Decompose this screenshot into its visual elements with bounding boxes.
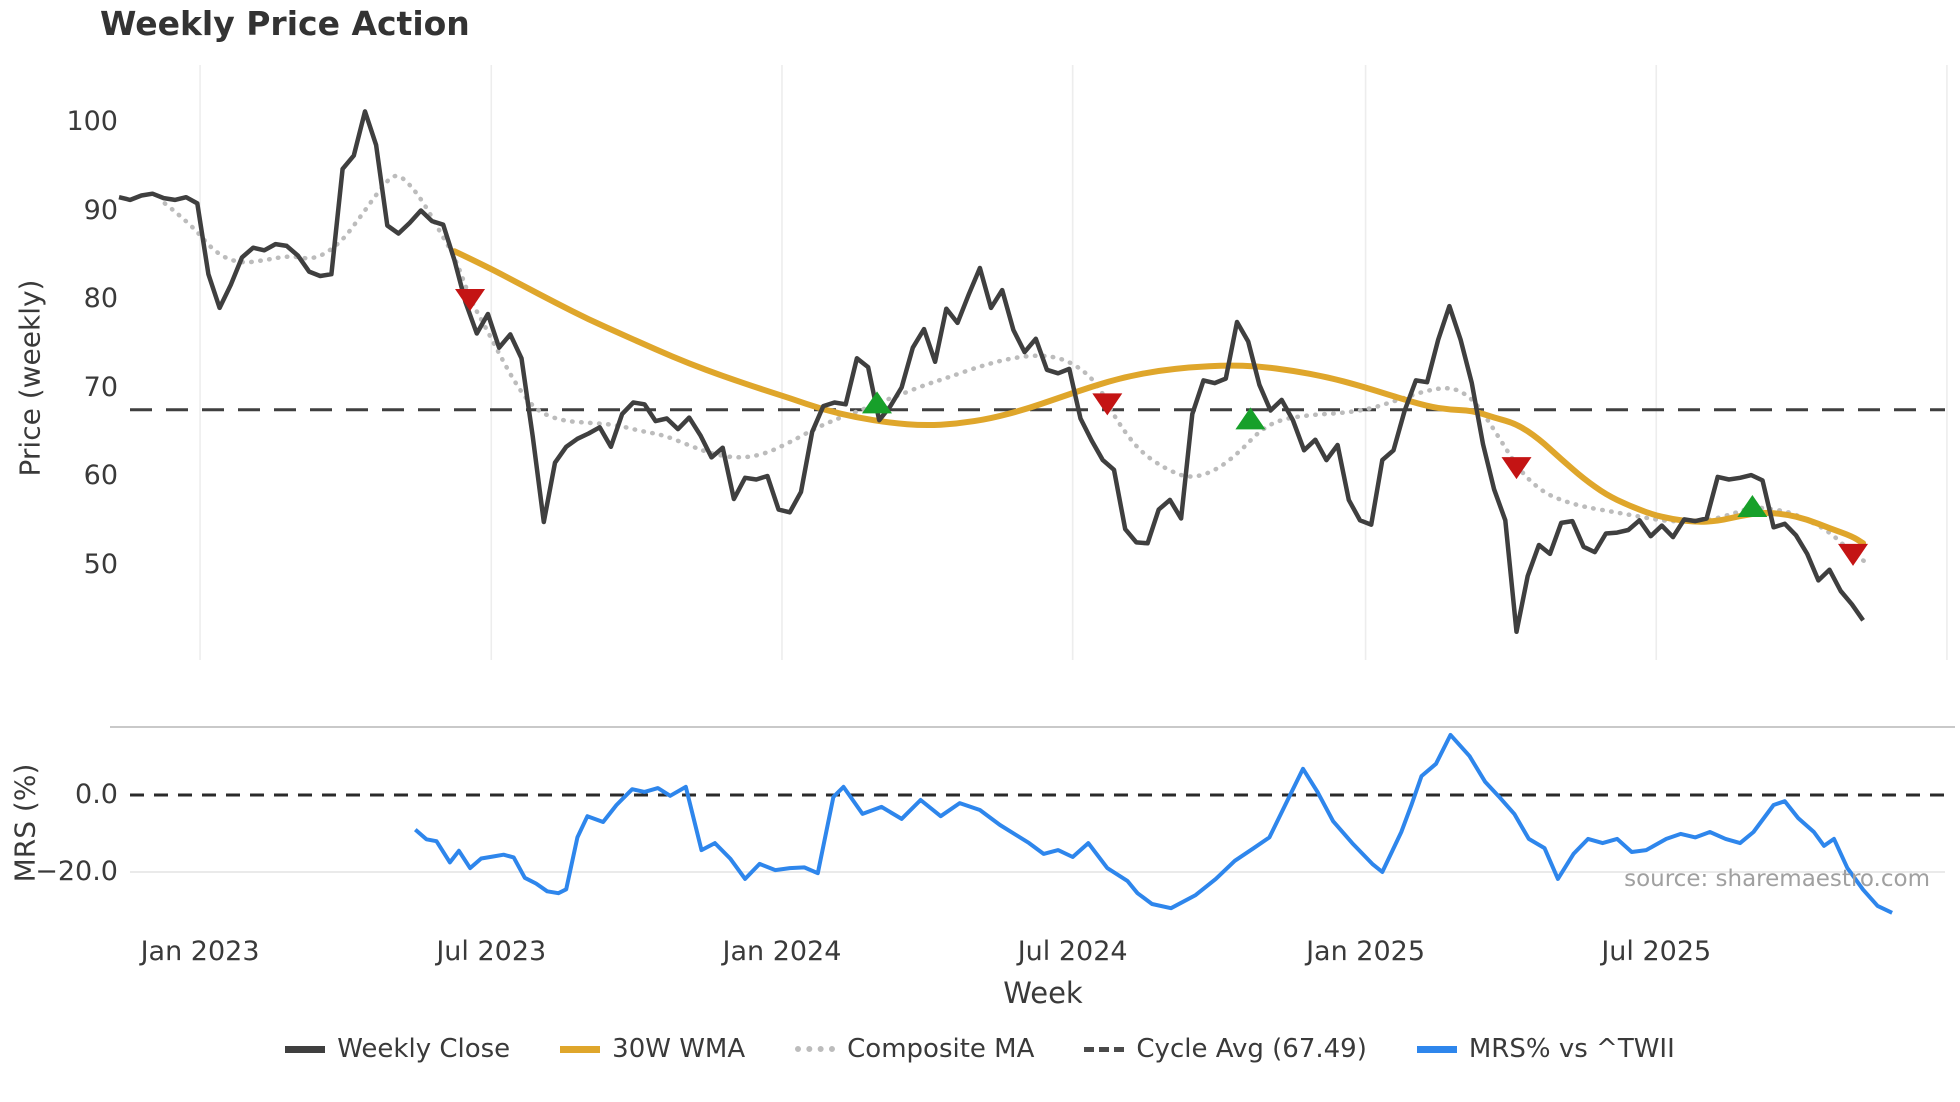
price-tick-label: 100 (66, 106, 118, 137)
legend-label: Weekly Close (337, 1034, 511, 1064)
legend-item: MRS% vs ^TWII (1416, 1034, 1675, 1064)
mrs-tick-label: 0.0 (75, 779, 118, 810)
chart-title: Weekly Price Action (100, 4, 470, 43)
buy-signal-marker (862, 391, 893, 414)
legend-swatch-icon (285, 1045, 326, 1053)
x-tick-label: Jul 2023 (436, 936, 547, 967)
legend-item: Cycle Avg (67.49) (1084, 1034, 1367, 1064)
legend-label: Cycle Avg (67.49) (1136, 1034, 1367, 1064)
price-tick-label: 90 (83, 194, 118, 226)
price-tick-label: 50 (83, 548, 118, 580)
price-tick-label: 70 (83, 371, 118, 403)
legend-label: 30W WMA (612, 1034, 746, 1064)
wma-line (451, 248, 1867, 547)
x-axis-label: Week (1003, 976, 1083, 1010)
composite-ma-line (162, 173, 1868, 565)
legend-label: Composite MA (847, 1034, 1035, 1064)
weekly-close-line (118, 109, 1865, 635)
x-tick-label: Jul 2024 (1017, 936, 1128, 967)
legend-item: Weekly Close (285, 1034, 510, 1064)
mrs-line (413, 732, 1893, 915)
price-tick-label: 60 (83, 460, 118, 491)
x-tick-label: Jul 2025 (1601, 936, 1712, 967)
buy-signal-marker (1737, 494, 1768, 517)
price-tick-label: 80 (83, 283, 118, 314)
legend: Weekly Close 30W WMA Composite MA Cycle Avg… (0, 1034, 1960, 1064)
legend-item: 30W WMA (560, 1034, 745, 1064)
x-tick-label: Jan 2025 (1306, 936, 1426, 967)
x-tick-label: Jan 2024 (722, 936, 842, 967)
mrs-tick-label: −20.0 (35, 856, 118, 887)
legend-swatch-icon (795, 1046, 836, 1052)
sell-signal-marker (455, 289, 486, 311)
legend-swatch-icon (1084, 1046, 1125, 1052)
legend-swatch-icon (1416, 1045, 1457, 1053)
source-watermark: source: sharemaestro.com (1624, 866, 1930, 892)
legend-label: MRS% vs ^TWII (1468, 1034, 1675, 1064)
x-tick-label: Jan 2023 (140, 936, 260, 967)
sell-signal-marker (1092, 393, 1123, 416)
sell-signal-marker (1838, 543, 1869, 566)
buy-signal-marker (1235, 407, 1266, 430)
legend-swatch-icon (560, 1045, 601, 1053)
legend-item: Composite MA (795, 1034, 1034, 1064)
sell-signal-marker (1501, 457, 1532, 480)
